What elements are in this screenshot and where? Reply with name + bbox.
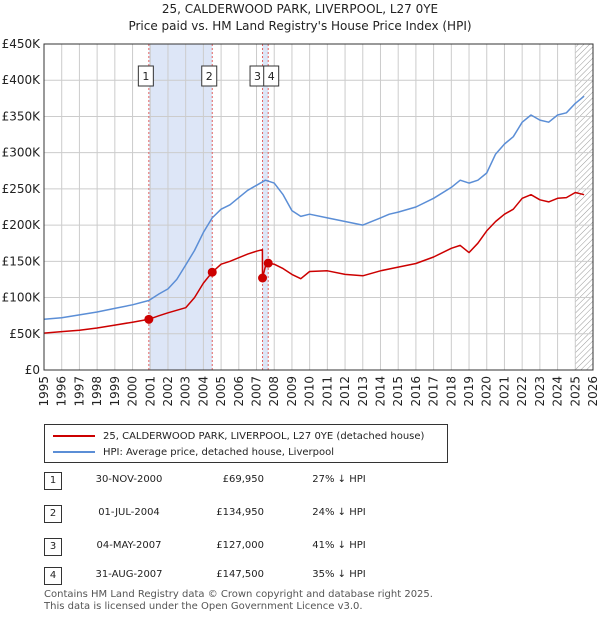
x-tick-label: 2009 (285, 376, 299, 407)
y-tick-label: £300K (2, 146, 42, 160)
sale-hpi-diff: 27% ↓ HPI (312, 474, 366, 485)
sale-point (144, 314, 154, 324)
table-row: 1 30-NOV-2000 £69,950 27% ↓ HPI (44, 472, 464, 490)
y-tick-label: £0 (25, 363, 40, 377)
sale-marker-label: 2 (206, 70, 213, 83)
x-tick-label: 2025 (568, 376, 582, 407)
x-tick-label: 2021 (497, 376, 511, 407)
sale-marker-label: 3 (254, 70, 261, 83)
y-tick-label: £200K (2, 218, 42, 232)
sale-number-badge: 4 (44, 567, 62, 585)
x-tick-label: 2002 (161, 376, 175, 407)
x-tick-label: 2017 (427, 376, 441, 407)
sale-number-badge: 3 (44, 538, 62, 556)
x-tick-label: 1996 (55, 376, 69, 407)
chart-title-subtitle: Price paid vs. HM Land Registry's House … (128, 19, 472, 33)
shaded-period (262, 44, 269, 370)
footer-attribution: Contains HM Land Registry data © Crown c… (44, 589, 433, 613)
y-tick-label: £350K (2, 109, 42, 123)
x-tick-label: 2013 (356, 376, 370, 407)
x-tick-label: 1997 (72, 376, 86, 407)
legend-label-property: 25, CALDERWOOD PARK, LIVERPOOL, L27 0YE … (103, 430, 425, 442)
x-tick-label: 1998 (90, 376, 104, 407)
table-row: 3 04-MAY-2007 £127,000 41% ↓ HPI (44, 538, 464, 556)
table-row: 2 01-JUL-2004 £134,950 24% ↓ HPI (44, 505, 464, 523)
x-tick-label: 1999 (108, 376, 122, 407)
legend-item-hpi: HPI: Average price, detached house, Live… (53, 445, 334, 459)
legend-swatch-property (53, 435, 95, 437)
sale-price: £134,950 (216, 507, 264, 518)
y-tick-label: £100K (2, 291, 42, 305)
sale-marker-label: 1 (142, 70, 149, 83)
y-tick-label: £150K (2, 254, 42, 268)
shaded-period (148, 44, 213, 370)
x-tick-label: 2014 (373, 376, 387, 407)
sale-hpi-diff: 41% ↓ HPI (312, 540, 366, 551)
sale-price: £69,950 (222, 474, 264, 485)
x-tick-label: 2015 (391, 376, 405, 407)
x-tick-label: 2020 (480, 376, 494, 407)
legend-item-property: 25, CALDERWOOD PARK, LIVERPOOL, L27 0YE … (53, 429, 424, 443)
y-tick-label: £50K (9, 327, 41, 341)
x-tick-label: 2000 (126, 376, 140, 407)
forecast-hatch (575, 44, 593, 370)
sale-hpi-diff: 24% ↓ HPI (312, 507, 366, 518)
x-tick-label: 2011 (320, 376, 334, 407)
legend-label-hpi: HPI: Average price, detached house, Live… (103, 446, 335, 458)
sale-marker-box (263, 65, 280, 87)
chart-title-address: 25, CALDERWOOD PARK, LIVERPOOL, L27 0YE (161, 2, 439, 16)
sale-hpi-diff: 35% ↓ HPI (312, 569, 366, 580)
sale-date: 04-MAY-2007 (96, 540, 162, 551)
sale-point (207, 267, 217, 277)
sale-number-badge: 2 (44, 505, 62, 523)
footer-copyright: Contains HM Land Registry data © Crown c… (44, 589, 433, 600)
x-tick-label: 2026 (586, 376, 600, 407)
sale-date: 01-JUL-2004 (98, 507, 160, 518)
y-tick-label: £250K (2, 182, 42, 196)
y-tick-label: £450K (2, 37, 42, 51)
x-tick-label: 2023 (533, 376, 547, 407)
series-line (43, 95, 585, 321)
x-tick-label: 2007 (250, 376, 264, 407)
legend-swatch-hpi (53, 451, 95, 453)
x-tick-label: 2010 (303, 376, 317, 407)
sale-marker-label: 4 (268, 70, 275, 83)
x-tick-label: 1995 (37, 376, 51, 407)
sale-date: 31-AUG-2007 (95, 569, 163, 580)
y-tick-label: £400K (2, 73, 42, 87)
x-tick-label: 2001 (143, 376, 157, 407)
sale-point (258, 273, 268, 283)
sale-price: £147,500 (216, 569, 264, 580)
plot-frame (43, 43, 594, 371)
sale-number-badge: 1 (44, 472, 62, 490)
x-tick-label: 2022 (515, 376, 529, 407)
x-tick-label: 2003 (179, 376, 193, 407)
x-tick-label: 2006 (232, 376, 246, 407)
legend: 25, CALDERWOOD PARK, LIVERPOOL, L27 0YE … (44, 424, 448, 463)
sale-marker-box (201, 65, 218, 87)
footer-license: This data is licensed under the Open Gov… (44, 601, 363, 612)
table-row: 4 31-AUG-2007 £147,500 35% ↓ HPI (44, 567, 464, 585)
x-tick-label: 2024 (551, 376, 565, 407)
x-tick-label: 2016 (409, 376, 423, 407)
sale-point (263, 258, 273, 268)
x-tick-label: 2012 (338, 376, 352, 407)
sale-marker-box (137, 65, 154, 87)
sale-date: 30-NOV-2000 (95, 474, 163, 485)
x-tick-label: 2004 (196, 376, 210, 407)
x-tick-label: 2018 (444, 376, 458, 407)
sale-price: £127,000 (216, 540, 264, 551)
x-tick-label: 2005 (214, 376, 228, 407)
x-tick-label: 2019 (462, 376, 476, 407)
x-tick-label: 2008 (267, 376, 281, 407)
series-line (43, 191, 585, 334)
